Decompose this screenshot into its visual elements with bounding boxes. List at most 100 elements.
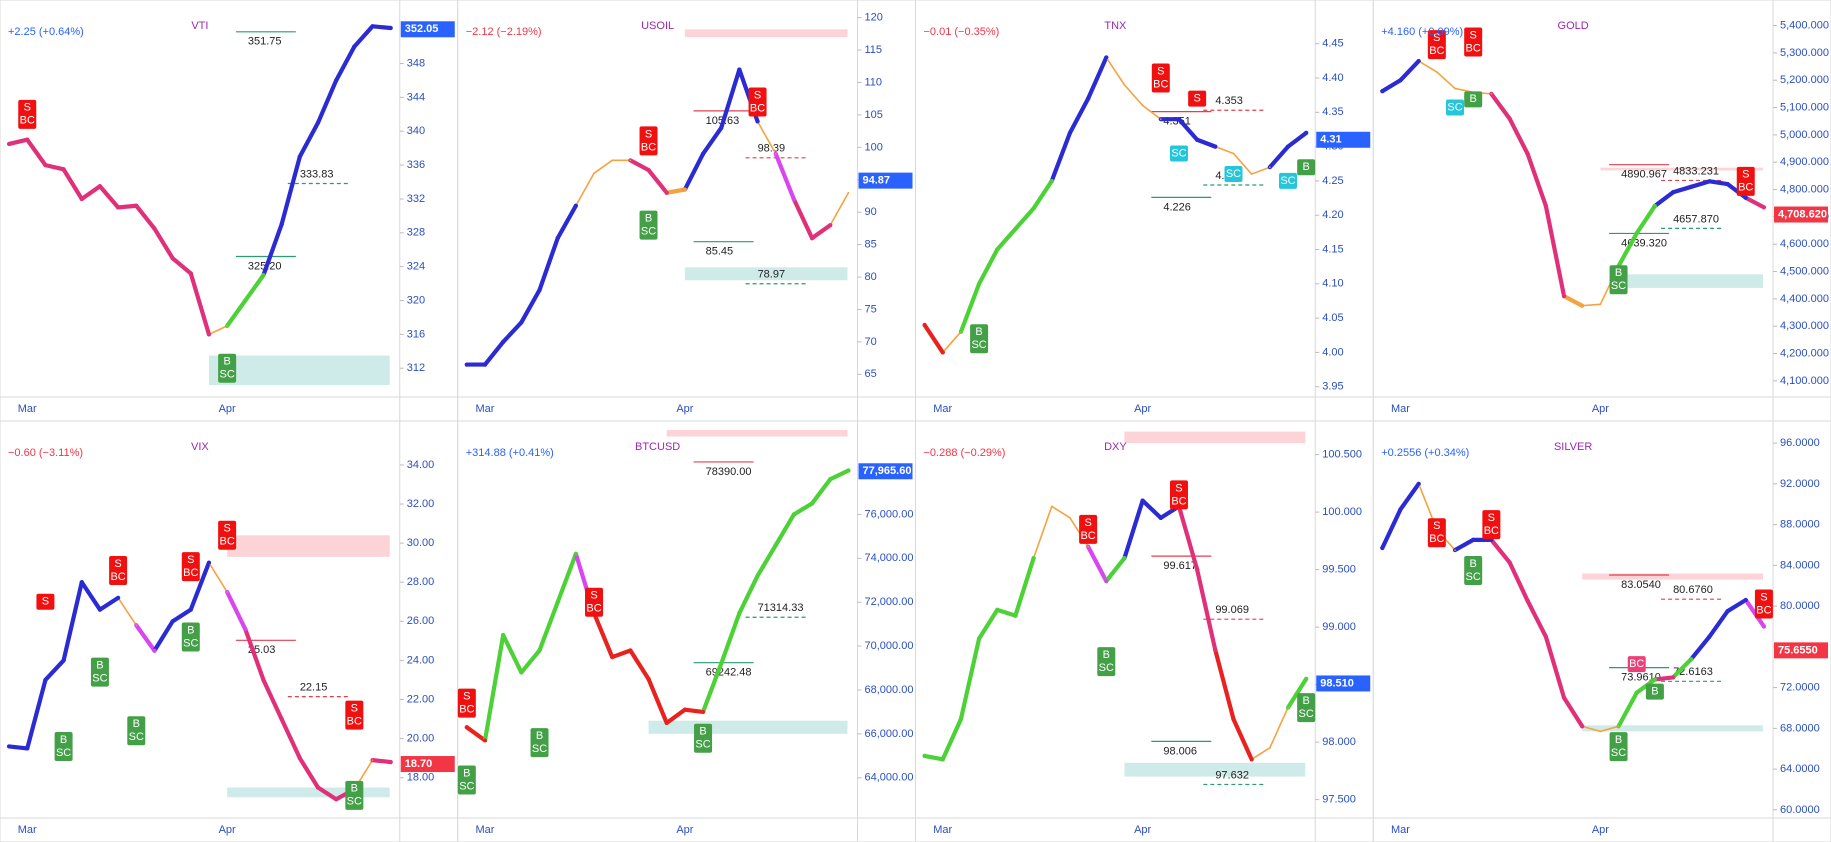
y-tick-label: 84.0000 <box>1780 559 1820 571</box>
line-point <box>1086 96 1091 101</box>
panel-bg <box>457 0 916 422</box>
level-label: 69242.48 <box>706 667 752 679</box>
line-point <box>1707 634 1712 639</box>
line-point <box>976 281 982 286</box>
x-tick-label: Mar <box>18 403 37 415</box>
x-tick-label: Mar <box>476 824 495 836</box>
line-point <box>1249 757 1254 762</box>
line-point <box>1049 178 1054 184</box>
line-point <box>1087 545 1089 548</box>
line-point <box>519 320 524 325</box>
line-segment <box>297 756 321 790</box>
line-point <box>1067 130 1073 136</box>
line-segment <box>829 191 850 226</box>
line-point <box>482 738 488 743</box>
line-segment <box>719 611 742 666</box>
line-point <box>1122 556 1127 561</box>
y-tick-label: 80 <box>865 271 877 283</box>
line-point <box>1398 507 1403 512</box>
line-point <box>1761 624 1767 629</box>
line-point <box>334 78 339 83</box>
line-segment <box>501 320 524 344</box>
signal-text: BC <box>20 115 35 127</box>
signal: SBC <box>585 587 604 617</box>
y-tick-label: 105 <box>865 109 883 121</box>
line-segment <box>188 560 212 612</box>
signal: BSC <box>181 622 200 652</box>
line-point <box>1689 656 1694 662</box>
line-point <box>315 120 321 125</box>
line-point <box>940 757 945 762</box>
line-point <box>537 648 542 653</box>
signal-text: B <box>1302 161 1309 173</box>
line-segment <box>225 589 248 632</box>
line-point <box>464 725 469 730</box>
price-tag <box>1774 642 1828 659</box>
line-point <box>809 501 815 506</box>
signal-box <box>1297 693 1316 723</box>
line-segment <box>593 159 613 175</box>
line-point <box>1725 609 1730 614</box>
signal: SBC <box>1464 27 1483 57</box>
line-point <box>1232 152 1235 155</box>
y-tick-label: 34.00 <box>407 459 435 471</box>
line-segment <box>958 636 982 722</box>
signal-text: BC <box>1756 604 1771 616</box>
line-point <box>1725 181 1730 187</box>
line-segment <box>719 67 742 131</box>
signal: SBC <box>1736 166 1755 196</box>
line-point <box>1195 137 1200 142</box>
line-segment <box>773 512 797 548</box>
line-segment <box>646 167 669 195</box>
signal-box <box>36 593 55 610</box>
signal-box <box>748 87 767 117</box>
line-segment <box>116 203 139 210</box>
x-tick-label: Mar <box>1391 403 1410 415</box>
line-segment <box>61 580 84 663</box>
signal-text: B <box>1615 734 1622 746</box>
line-segment <box>1123 84 1144 107</box>
line-segment <box>243 627 266 683</box>
line-segment <box>646 676 669 725</box>
y-tick-label: 70 <box>865 336 877 348</box>
y-tick-label: 24.00 <box>407 654 435 666</box>
line-point <box>152 648 157 653</box>
panel-title: USOIL <box>641 20 674 32</box>
signal-text: B <box>96 660 103 672</box>
y-tick-label: 72.0000 <box>1780 682 1820 694</box>
panel: 18.00 20.00 22.00 24.00 26.00 28.00 30.00 32.00… <box>0 420 459 842</box>
line-point <box>206 560 212 565</box>
y-tick-label: 5,400.000 <box>1780 19 1829 31</box>
level-label: 71314.33 <box>758 602 804 614</box>
signal-box <box>1427 518 1446 548</box>
line-point <box>1743 195 1748 200</box>
line-point <box>1287 706 1289 709</box>
line-point <box>501 633 506 638</box>
line-segment <box>828 468 851 482</box>
signal-text: B <box>975 326 982 338</box>
line-point <box>1507 116 1512 121</box>
line-point <box>1617 725 1620 728</box>
signal-box <box>18 99 37 129</box>
signal-text: B <box>1615 267 1622 279</box>
signal-box <box>127 716 146 746</box>
y-tick-label: 100.000 <box>1322 506 1362 518</box>
y-tick-label: 26.00 <box>407 615 435 627</box>
y-tick-label: 332 <box>407 193 425 205</box>
line-point <box>1707 179 1712 184</box>
line-point <box>226 591 228 593</box>
line-point <box>1634 690 1639 695</box>
line-point <box>719 661 724 666</box>
signal-box <box>1464 555 1483 585</box>
line-point <box>1380 89 1385 94</box>
signal: SBC <box>1427 30 1446 60</box>
signal-box <box>694 723 713 753</box>
signal-text: B <box>133 718 140 730</box>
signal: SBC <box>1482 510 1501 540</box>
line-segment <box>755 543 778 578</box>
line-point <box>370 24 375 29</box>
line-point <box>188 271 193 276</box>
line-segment <box>1725 597 1748 614</box>
signal: SBC <box>181 552 200 582</box>
line-point <box>573 203 578 208</box>
